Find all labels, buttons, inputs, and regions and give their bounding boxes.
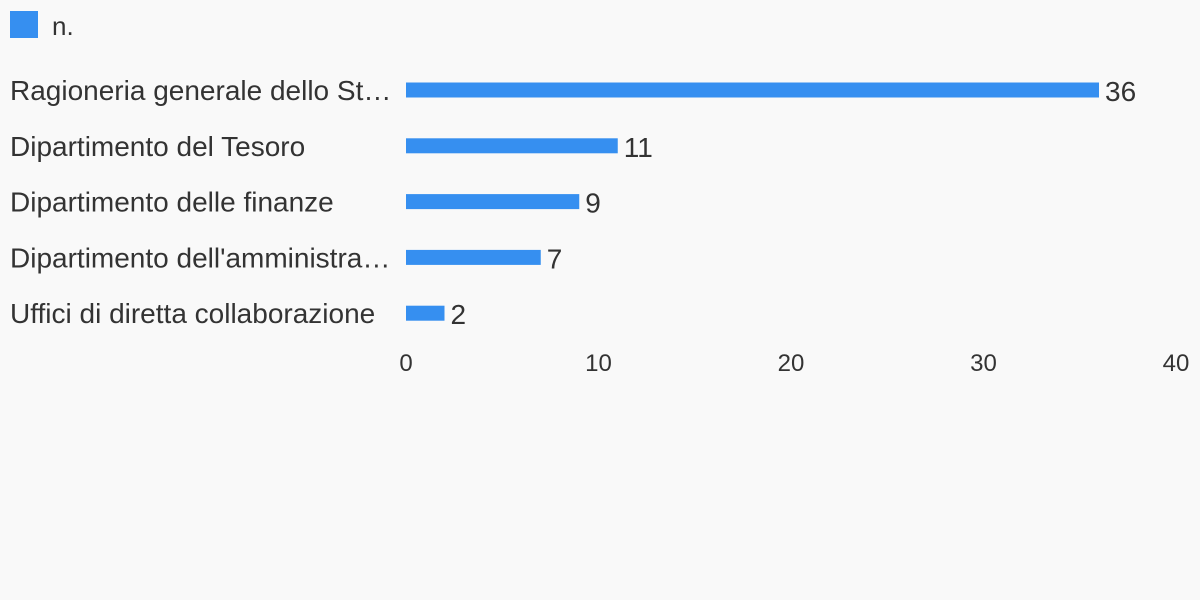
value-label: 11 [624,132,653,163]
category-label: Dipartimento delle finanze [10,187,334,218]
x-tick-label: 10 [585,350,612,377]
x-tick-label: 20 [778,350,805,377]
bar[interactable] [406,194,580,210]
bar[interactable] [406,138,618,154]
legend: n. [10,10,74,41]
bar[interactable] [406,82,1099,98]
category-label: Ragioneria generale dello St… [10,75,391,106]
bar[interactable] [406,249,541,265]
legend-label: n. [52,11,74,41]
category-label: Uffici di diretta collaborazione [10,298,375,329]
legend-swatch [10,10,38,38]
value-label: 9 [585,188,601,219]
value-label: 7 [547,243,563,274]
category-label: Dipartimento dell'amministra… [10,242,390,273]
value-label: 36 [1105,76,1136,107]
x-tick-label: 0 [399,350,412,377]
bar[interactable] [406,305,445,321]
x-tick-label: 40 [1163,350,1190,377]
value-label: 2 [451,299,467,330]
x-tick-label: 30 [970,350,997,377]
category-label: Dipartimento del Tesoro [10,131,305,162]
